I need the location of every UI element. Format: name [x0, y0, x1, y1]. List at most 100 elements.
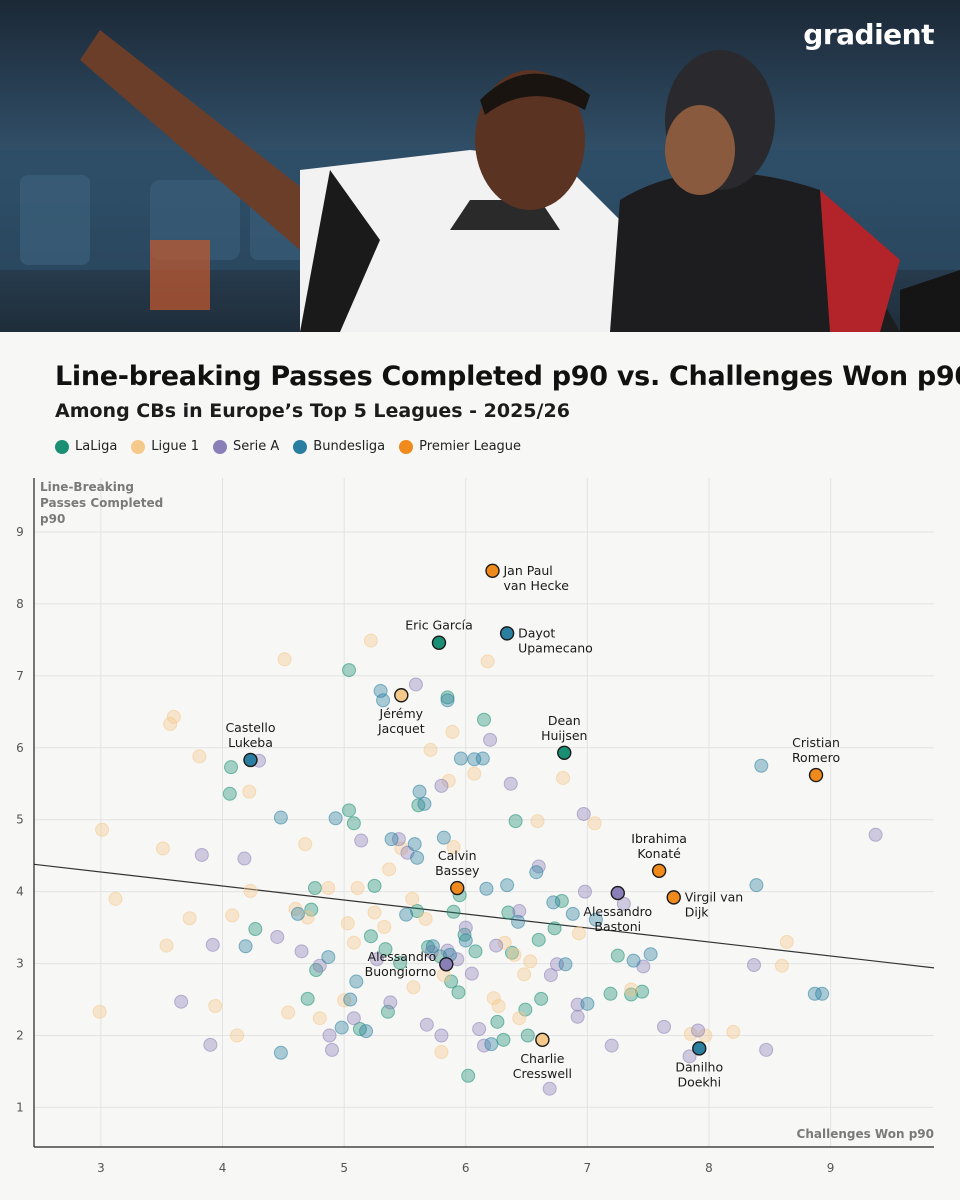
data-point [346, 1011, 361, 1026]
y-tick-label: 1 [16, 1100, 24, 1114]
data-point [243, 883, 258, 898]
player-label-line: Buongiorno [365, 964, 437, 979]
data-point [417, 796, 432, 811]
data-point [237, 851, 252, 866]
highlight-point [499, 626, 515, 641]
data-point [406, 980, 421, 995]
player-label-line: Dijk [685, 904, 710, 919]
data-point [155, 841, 170, 856]
data-point [446, 840, 461, 855]
data-point [682, 1049, 697, 1064]
data-point [407, 837, 422, 852]
data-point [300, 991, 315, 1006]
trendline-line [33, 863, 935, 969]
data-point [440, 693, 455, 708]
player-label: Alessandro Buongiorno [365, 949, 437, 979]
scatter-plot: Jan Paul van Hecke Eric García Dayot Upameca… [16, 478, 935, 1175]
y-tick-label: 2 [16, 1029, 24, 1043]
data-point [517, 967, 532, 982]
data-point [554, 893, 569, 908]
data-point [458, 920, 473, 935]
data-point [501, 905, 516, 920]
data-point [205, 937, 220, 952]
data-point [504, 945, 519, 960]
data-point [576, 806, 591, 821]
player-label: Jan Paul van Hecke [503, 563, 570, 593]
chart-subtitle: Among CBs in Europe’s Top 5 Leagues - 20… [55, 400, 570, 422]
player-celebration-image [0, 0, 960, 332]
data-point [434, 778, 449, 793]
player-label: Jérémy Jacquet [377, 706, 425, 736]
legend-swatch [131, 439, 146, 454]
data-point [203, 1037, 218, 1052]
data-point [408, 677, 423, 692]
player-label-line: Cresswell [513, 1066, 572, 1081]
highlight-point [651, 863, 667, 878]
data-point [453, 751, 468, 766]
data-point [363, 633, 378, 648]
player-label-line: Huijsen [541, 728, 587, 743]
data-point [434, 1045, 449, 1060]
data-point [603, 986, 618, 1001]
player-label-line: Upamecano [518, 640, 593, 655]
player-label: Dayot Upamecano [518, 625, 593, 655]
highlight-point [450, 880, 465, 896]
player-label-line: Jan Paul [503, 563, 553, 578]
trendline [33, 863, 935, 969]
data-point [868, 827, 883, 842]
data-point [369, 952, 384, 967]
player-label: Eric García [405, 618, 473, 633]
data-point [512, 904, 527, 919]
legend-swatch [55, 439, 69, 454]
data-point [635, 984, 650, 999]
highlight-point [431, 635, 447, 650]
y-axis-title-line: Passes Completed [40, 496, 163, 510]
data-point [468, 944, 483, 959]
data-point [377, 919, 392, 934]
data-point [484, 1037, 499, 1052]
player-label: Dean Huijsen [541, 713, 587, 743]
data-point [759, 1042, 774, 1057]
data-point [497, 935, 512, 950]
data-point [174, 994, 189, 1009]
chart-legend: LaLiga Ligue 1 Serie A Bundesliga Premier Le… [55, 439, 521, 454]
data-point [657, 1019, 671, 1034]
data-point [546, 895, 561, 910]
data-point [281, 1005, 296, 1020]
legend-label: Premier League [419, 439, 522, 454]
data-point [410, 850, 425, 865]
data-point [530, 814, 545, 829]
y-tick-label: 9 [16, 525, 24, 539]
legend-item-serie-a: Serie A [213, 439, 279, 454]
data-point [307, 881, 322, 896]
y-tick-label: 4 [16, 885, 24, 899]
data-point [424, 945, 439, 960]
y-axis-title: Line-Breaking Passes Completed p90 [40, 480, 163, 526]
player-label-line: Bastoni [594, 919, 641, 934]
data-point [534, 991, 549, 1006]
other-players-points [92, 633, 883, 1096]
legend-swatch [399, 439, 414, 454]
y-axis-title-line: Line-Breaking [40, 480, 134, 494]
y-tick-label: 8 [16, 597, 24, 611]
data-point [242, 784, 257, 799]
player-label-line: Virgil van [685, 889, 744, 904]
data-point [472, 1022, 487, 1037]
x-axis-title: Challenges Won p90 [797, 1127, 934, 1141]
highlight-point [243, 752, 258, 768]
data-point [475, 751, 490, 766]
data-point [334, 1020, 349, 1035]
data-point [523, 954, 538, 969]
data-point [500, 878, 515, 893]
player-label: Alessandro Bastoni [583, 904, 652, 934]
data-point [491, 999, 506, 1014]
player-label-line: Jérémy [379, 706, 424, 721]
data-point [451, 985, 466, 1000]
player-label-line: Lukeba [228, 735, 273, 750]
x-tick-label: 3 [97, 1161, 105, 1175]
data-point [423, 742, 438, 757]
data-point [342, 803, 356, 818]
highlight-point [610, 885, 625, 901]
data-point [683, 1027, 698, 1042]
data-point [238, 939, 253, 954]
